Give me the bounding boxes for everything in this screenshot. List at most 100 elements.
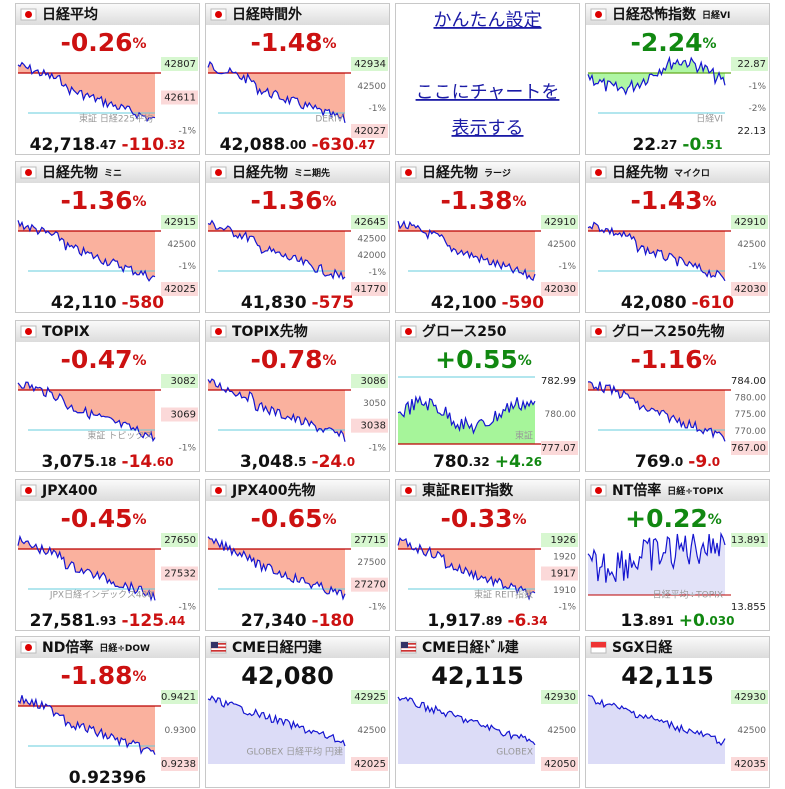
subtitle: マイクロ <box>674 168 710 179</box>
axis-label: 3038 <box>361 421 386 432</box>
price-line <box>587 381 726 442</box>
price: 3,048.5 -24.0 <box>240 452 355 472</box>
diff-part: .0 <box>707 455 720 469</box>
price-line <box>207 60 346 123</box>
label-bg-high <box>351 215 388 229</box>
price-line <box>17 534 156 602</box>
title-text: 日経先物 <box>422 164 478 181</box>
axis-label: -1% <box>368 603 386 613</box>
tile-header <box>16 480 199 501</box>
subtitle: ミニ <box>104 168 122 179</box>
price-line <box>207 536 346 601</box>
tile: TOPIX -0.47% 東証 トピックス 3082 3069 -1% 3,075.18 -1… <box>15 320 200 472</box>
headline-price: 42,115 <box>621 662 714 690</box>
change: -0.33% <box>440 504 526 533</box>
change: -0.26% <box>60 28 146 57</box>
price-line <box>397 696 536 746</box>
tile-header <box>16 321 199 342</box>
tile-title: 日経恐怖指数 日経VI <box>612 6 730 23</box>
config-link[interactable]: かんたん設定 <box>434 10 542 31</box>
axis-label: -2% <box>748 104 766 114</box>
area-fill <box>398 696 535 764</box>
tile: グロース250先物 -1.16% 784.00 780.00 775.00 770.00 7… <box>585 320 770 472</box>
tile-header <box>206 162 389 183</box>
axis-label: 22.87 <box>737 59 766 70</box>
change: +0.55% <box>435 345 532 374</box>
flag-canton <box>211 642 218 648</box>
label-bg-high <box>731 57 768 71</box>
price: 1,917.89 -6.34 <box>427 611 547 631</box>
price-line <box>17 381 156 443</box>
axis-label: 27270 <box>354 580 386 591</box>
diff-part: -575 <box>312 293 355 313</box>
price-line <box>587 55 726 96</box>
change: -1.88% <box>60 661 146 690</box>
tile: CME日経円建 42,080 GLOBEX 日経平均 円建 42925 42500 420… <box>205 636 390 788</box>
flag-stripe <box>211 646 226 649</box>
tile-title: 日経先物 ラージ <box>422 164 511 181</box>
change-unit: % <box>323 36 337 52</box>
price-part: 41,830 <box>241 293 307 313</box>
change: -0.78% <box>250 345 336 374</box>
axis-label: 42500 <box>357 726 386 736</box>
price-part: 22 <box>632 135 656 155</box>
price-part: .0 <box>670 455 683 469</box>
price-part: .89 <box>481 614 502 628</box>
change-unit: % <box>323 512 337 528</box>
change: +0.22% <box>625 504 722 533</box>
change-value: +0.22 <box>625 504 708 533</box>
headline-price: 42,115 <box>431 662 524 690</box>
change-unit: % <box>323 353 337 369</box>
axis-label: 27715 <box>354 535 386 546</box>
title-text: SGX日経 <box>612 639 673 656</box>
diff-part: -630 <box>312 135 355 155</box>
watermark: 東証 日経225平均 <box>79 113 153 125</box>
label-bg-high <box>351 690 388 704</box>
change: -1.16% <box>630 345 716 374</box>
change-value: -0.47 <box>60 345 132 374</box>
tile-header <box>586 4 769 25</box>
price-line <box>207 695 346 747</box>
tile: 東証REIT指数 -0.33% 東証 REIT指数 1926 1920 1917 1910 -… <box>395 479 580 631</box>
axis-label: 0.9300 <box>165 726 197 736</box>
area-fill <box>18 62 155 121</box>
tile-title: 日経先物 ミニ <box>42 164 122 181</box>
tile-title: 日経先物 マイクロ <box>612 164 710 181</box>
watermark: 日経平均÷TOPIX <box>653 589 723 601</box>
label-bg-low <box>161 90 198 105</box>
tile: 日経時間外-1.48%DERIV4293442500-1%4202742,088… <box>205 3 390 155</box>
label-bg-low <box>161 282 198 296</box>
config-link[interactable]: 表示する <box>452 118 524 139</box>
change-value: -1.88 <box>60 661 132 690</box>
price-line <box>397 537 536 601</box>
axis-label: 42934 <box>354 59 386 70</box>
config-link[interactable]: ここにチャートを <box>416 82 560 103</box>
flag-sun <box>405 169 412 176</box>
price-part: .18 <box>95 455 116 469</box>
price-part: .00 <box>285 138 306 152</box>
axis-label: 42645 <box>354 217 386 228</box>
label-bg-low <box>351 577 388 592</box>
diff-part: .44 <box>164 614 185 628</box>
price-line <box>207 219 346 280</box>
tile: JPX400-0.45%JPX日経インデックス4002765027532-1%2… <box>15 479 200 631</box>
label-bg-low <box>731 282 768 296</box>
tile-title: グロース250 <box>422 323 507 340</box>
change-unit: % <box>513 512 527 528</box>
label-bg-high <box>731 215 768 229</box>
axis-label: 42500 <box>357 82 386 92</box>
axis-label: 3069 <box>171 410 196 421</box>
axis-label: 27500 <box>357 558 386 568</box>
tile-header <box>16 637 199 658</box>
price-part: 27,581 <box>30 611 96 631</box>
change-value: -1.36 <box>60 186 132 215</box>
diff-part: -9 <box>688 452 707 472</box>
price: 27,581.93 -125.44 <box>30 611 186 631</box>
change-value: -1.38 <box>440 186 512 215</box>
label-bg-low <box>351 282 388 296</box>
change-unit: % <box>703 353 717 369</box>
watermark: 日経VI <box>696 113 723 125</box>
label-bg-low <box>351 757 388 771</box>
